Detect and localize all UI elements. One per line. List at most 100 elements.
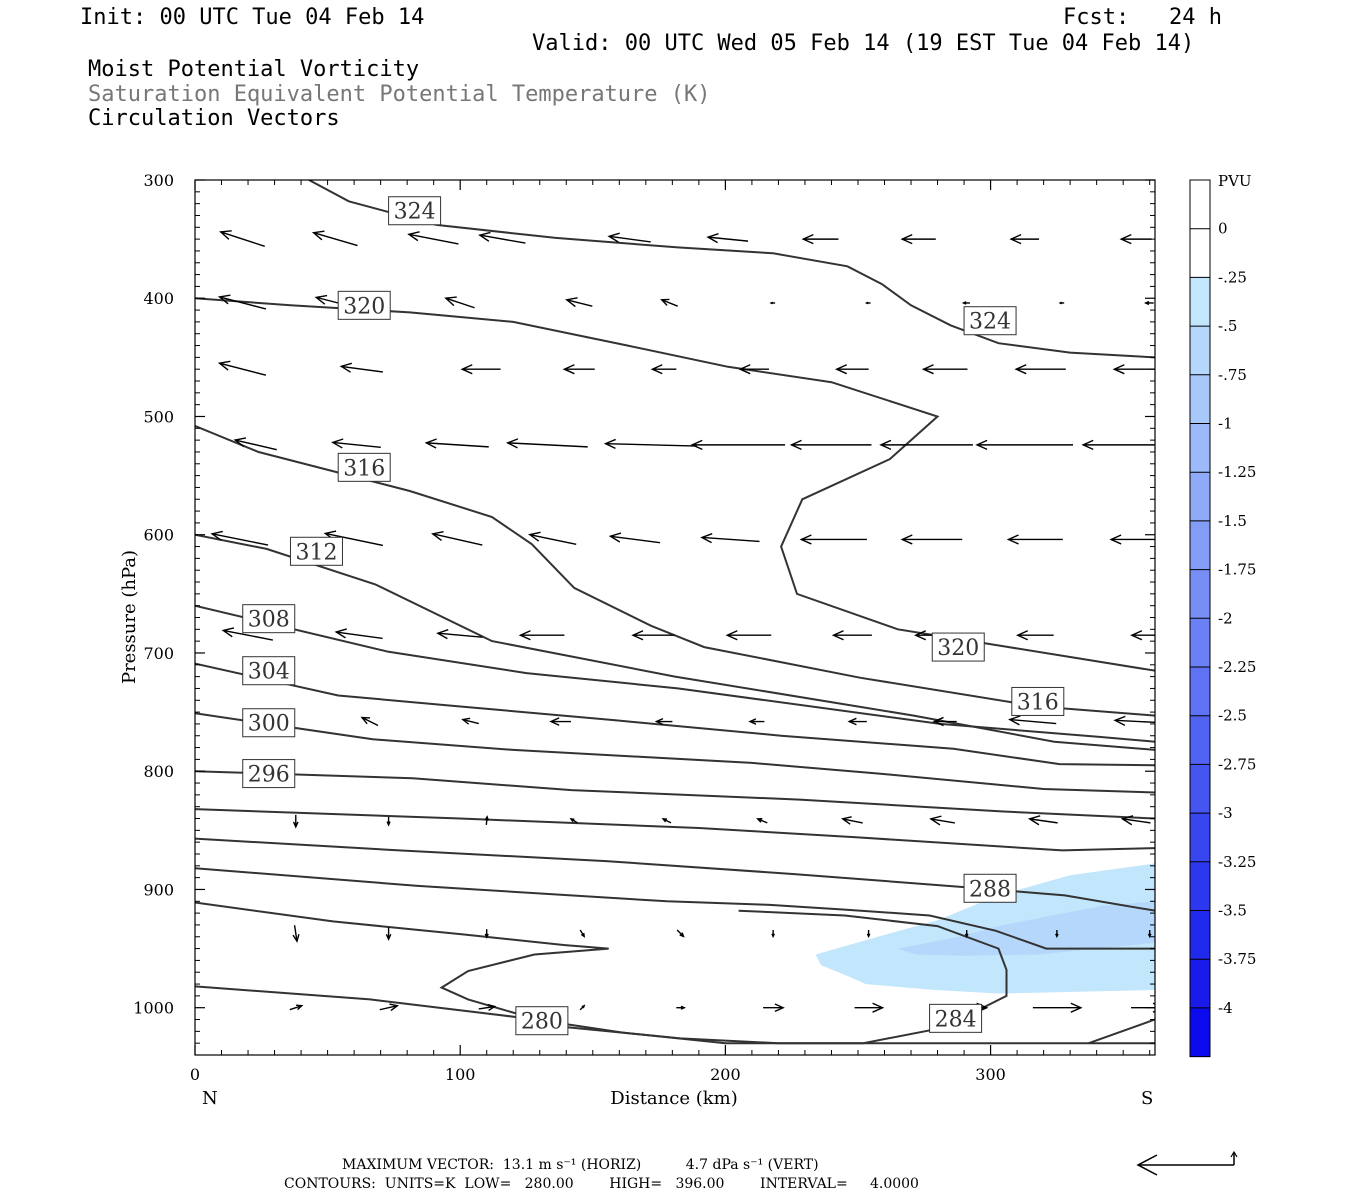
- vector-head: [1147, 933, 1152, 939]
- vector-shaft: [701, 536, 760, 543]
- vector-shaft: [408, 233, 459, 245]
- contour-label-box: [1011, 686, 1065, 716]
- vector-604-6: [799, 534, 867, 545]
- vector-shaft: [325, 532, 384, 547]
- vector-524-0: [233, 437, 277, 451]
- colorbar-swatch-4: [1190, 374, 1210, 424]
- vector-head: [1055, 933, 1059, 939]
- vector-758-8: [1008, 715, 1057, 726]
- vector-524-2: [424, 438, 489, 449]
- vector-350-1: [311, 230, 358, 247]
- colorbar-label: 0: [1218, 220, 1228, 238]
- vector-685-8: [1015, 630, 1054, 641]
- vector-460-3: [562, 364, 595, 375]
- vector-1000-4: [676, 1005, 687, 1010]
- vector-head: [296, 1004, 304, 1011]
- contour-label-text: 284: [935, 1007, 977, 1032]
- contour-label-280-13: 280: [515, 1006, 569, 1036]
- contour-label-320-2: 320: [337, 290, 391, 320]
- y-tick-label: 1000: [133, 999, 174, 1018]
- vector-head: [431, 531, 444, 542]
- vector-604-0: [210, 530, 269, 546]
- vector-937-4: [676, 929, 685, 938]
- vector-shaft: [219, 296, 267, 310]
- vector-shaft: [566, 299, 593, 307]
- contour-label-text: 288: [969, 877, 1011, 902]
- vector-shaft: [361, 716, 379, 727]
- vector-604-3: [528, 531, 577, 545]
- vector-shaft: [1009, 718, 1057, 725]
- vector-head: [929, 815, 942, 826]
- vector-head: [331, 438, 344, 449]
- vector-head: [608, 532, 622, 543]
- vector-842-4: [661, 818, 672, 824]
- isentrope-292: [195, 808, 1155, 852]
- contour-label-box: [963, 873, 1017, 903]
- vector-head: [505, 438, 519, 449]
- vector-shaft: [1122, 818, 1151, 824]
- vector-shaft: [220, 231, 265, 247]
- title-theta-es: Saturation Equivalent Potential Temperat…: [88, 82, 711, 107]
- vector-head: [725, 630, 738, 641]
- vector-head: [478, 231, 491, 242]
- vector-758-2: [461, 717, 479, 725]
- colorbar-swatch-10: [1190, 667, 1210, 717]
- contour-label-text: 320: [937, 636, 979, 661]
- vector-460-0: [217, 360, 267, 376]
- vector-head: [233, 437, 247, 448]
- vector-head: [1113, 715, 1126, 726]
- vector-head: [789, 439, 802, 450]
- vector-head: [654, 717, 664, 726]
- vector-shaft: [930, 818, 955, 824]
- isentrope-312: [195, 533, 1155, 751]
- vector-524-5: [690, 439, 786, 450]
- vector-937-0: [292, 925, 300, 943]
- vector-shaft: [289, 1005, 302, 1011]
- contour-label-296-10: 296: [242, 759, 296, 789]
- vector-524-3: [505, 438, 588, 449]
- vector-head: [562, 364, 575, 375]
- vector-head: [932, 716, 944, 727]
- colorbar-swatch-5: [1190, 423, 1210, 473]
- contour-label-layer: 324 324 320 320 316 316 312 308 304 300 296 288 284 2…: [242, 196, 1065, 1036]
- vector-460-8: [1014, 364, 1066, 375]
- vector-head: [1027, 815, 1041, 826]
- vector-head: [872, 1002, 885, 1013]
- y-tick-label: 400: [143, 289, 174, 308]
- contour-label-text: 296: [248, 763, 290, 788]
- vector-758-7: [932, 716, 957, 727]
- x-tick-label: 200: [710, 1065, 741, 1084]
- vector-524-7: [879, 439, 973, 450]
- vector-head: [1015, 630, 1028, 641]
- vector-404-7: [961, 301, 970, 305]
- x-tick-label: 100: [445, 1065, 476, 1084]
- vector-460-1: [339, 362, 383, 373]
- vector-head: [660, 298, 670, 306]
- vector-685-1: [334, 628, 383, 640]
- x-end-label-right: S: [1141, 1088, 1153, 1109]
- vector-head: [738, 364, 751, 375]
- colorbar-swatch-14: [1190, 861, 1210, 911]
- vector-shaft: [1115, 719, 1155, 724]
- vector-350-0: [219, 230, 265, 247]
- vector-350-6: [801, 233, 839, 245]
- vector-460-4: [650, 364, 677, 375]
- vector-460-5: [738, 364, 769, 375]
- vector-head: [748, 718, 757, 725]
- contour-label-316-5: 316: [1011, 686, 1065, 716]
- vector-head: [1109, 534, 1122, 545]
- colorbar-swatch-13: [1190, 813, 1210, 863]
- reference-vector-arrowhead: [1136, 1154, 1158, 1176]
- vector-head: [964, 933, 969, 939]
- vector-604-4: [608, 532, 661, 544]
- vector-937-5: [771, 930, 775, 939]
- vector-shaft: [757, 818, 768, 824]
- reference-vector-up-head: [1230, 1150, 1238, 1158]
- vector-head: [484, 815, 489, 821]
- colorbar-swatch-9: [1190, 618, 1210, 668]
- vector-head: [680, 1005, 687, 1010]
- vector-shaft: [462, 718, 479, 725]
- vector-758-4: [654, 717, 673, 726]
- vector-shaft: [478, 1005, 495, 1010]
- contour-label-box: [931, 632, 985, 662]
